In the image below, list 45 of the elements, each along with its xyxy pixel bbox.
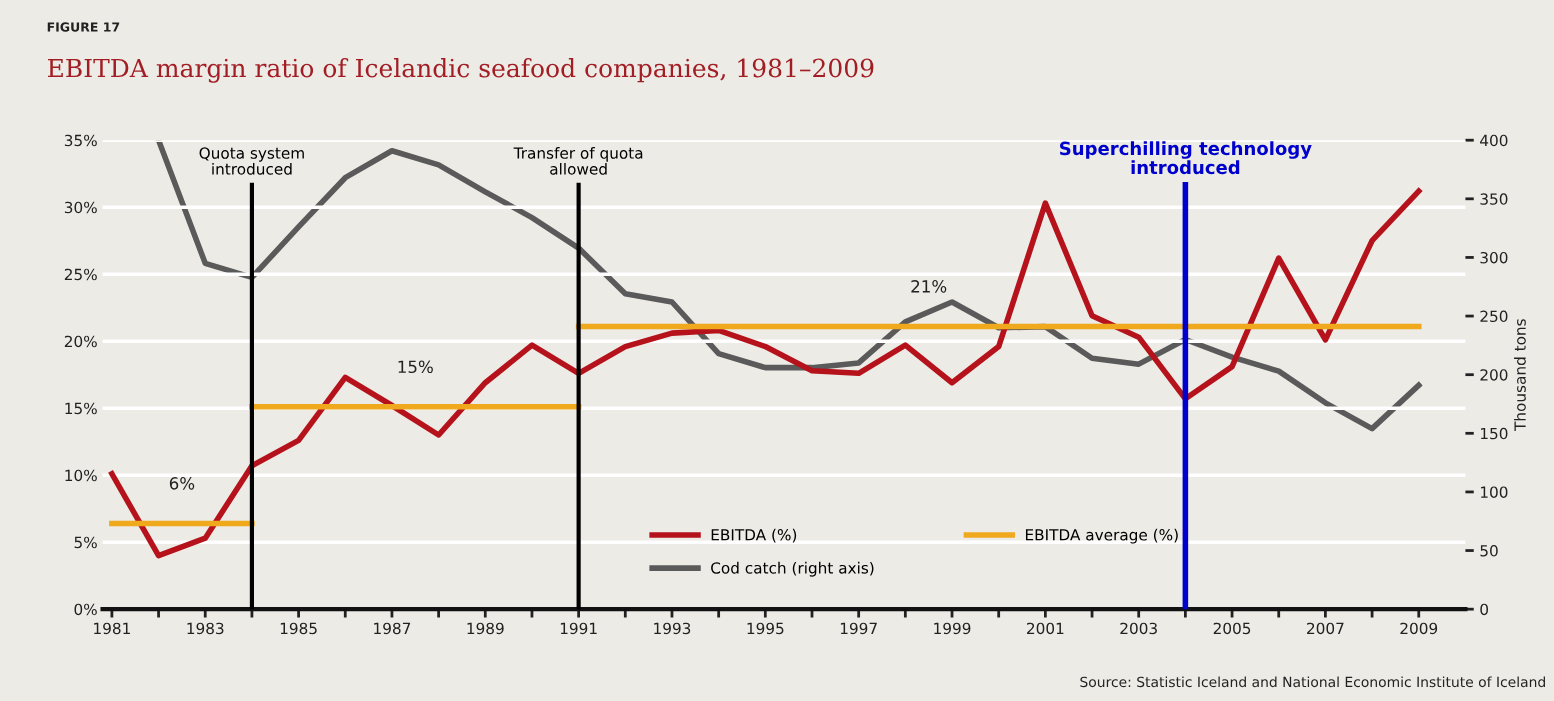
y2-tick-label: 200 xyxy=(1480,369,1508,381)
x-tick-label: 2007 xyxy=(1307,622,1344,635)
chart-title: EBITDA margin ratio of Icelandic seafood companies, 1981–2009 xyxy=(48,58,874,83)
annotation: 21% xyxy=(911,280,947,293)
x-tick-label: 1999 xyxy=(934,622,971,635)
x-tick-label: 1987 xyxy=(374,622,411,635)
x-tick-label: 1983 xyxy=(187,622,224,635)
y2-tick-label: 350 xyxy=(1480,193,1508,205)
y2-tick-label: 0 xyxy=(1480,603,1489,616)
x-tick-label: 2009 xyxy=(1400,622,1438,635)
y2-tick-label: 300 xyxy=(1480,251,1508,264)
legend-label: Cod catch (right axis) xyxy=(711,561,874,577)
x-tick-label: 1993 xyxy=(654,622,691,635)
x-tick-label: 1991 xyxy=(560,622,597,635)
x-tick-label: 1981 xyxy=(94,622,130,635)
y-tick-label: 5% xyxy=(74,536,97,549)
y-tick-label: 10% xyxy=(65,469,97,482)
y2-tick-label: 250 xyxy=(1480,310,1508,323)
source-note: Source: Statistic Iceland and National Economic Institute of Iceland xyxy=(1080,676,1545,688)
ref-line-label: Transfer of quota allowed xyxy=(513,146,643,175)
y-tick-label: 30% xyxy=(64,201,97,214)
x-tick-label: 1985 xyxy=(280,622,317,635)
legend-label: EBITDA average (%) xyxy=(1025,528,1178,544)
x-tick-label: 2003 xyxy=(1120,622,1157,635)
annotation: 6% xyxy=(169,477,195,490)
x-tick-label: 1995 xyxy=(747,622,784,635)
y2-tick-label: 100 xyxy=(1480,486,1508,498)
y-tick-label: 15% xyxy=(65,402,97,415)
y2-tick-label: 150 xyxy=(1480,427,1508,440)
y-tick-label: 0% xyxy=(74,603,97,616)
annotation: 15% xyxy=(398,360,433,374)
legend-label: EBITDA (%) xyxy=(711,528,797,543)
ref-line-label: Superchilling technology introduced xyxy=(1060,141,1312,175)
y2-tick-label: 50 xyxy=(1480,545,1498,557)
ref-line-label: Quota system introduced xyxy=(199,147,304,175)
x-tick-label: 2005 xyxy=(1213,622,1251,635)
x-tick-label: 1989 xyxy=(467,622,504,635)
x-tick-label: 2001 xyxy=(1027,622,1064,635)
y2-axis-title: Thousand tons xyxy=(1514,319,1526,432)
y-tick-label: 25% xyxy=(64,268,97,281)
x-tick-label: 1997 xyxy=(840,622,877,635)
caption: FIGURE 17 xyxy=(47,22,120,32)
y-tick-label: 35% xyxy=(64,134,97,147)
y-tick-label: 20% xyxy=(64,335,97,348)
y2-tick-label: 400 xyxy=(1480,134,1508,147)
